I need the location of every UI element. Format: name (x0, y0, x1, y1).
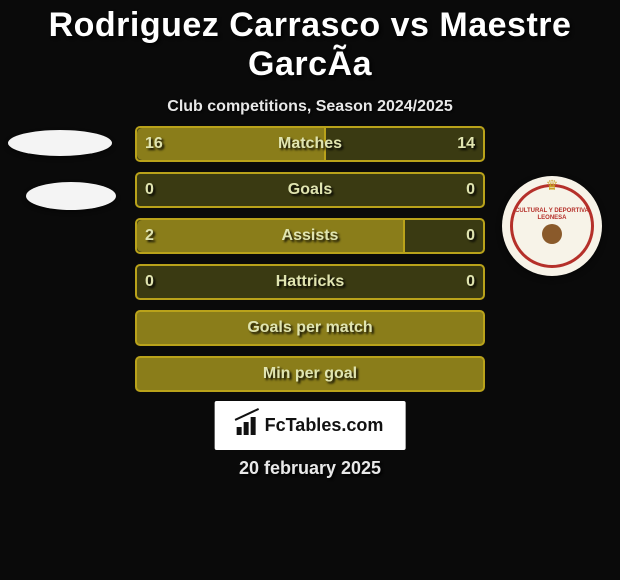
fctables-label: FcTables.com (265, 415, 384, 436)
stat-row: Goals00 (0, 172, 620, 208)
stat-bar-track: Matches1614 (135, 126, 485, 162)
date-label: 20 february 2025 (0, 458, 620, 479)
page-subtitle: Club competitions, Season 2024/2025 (0, 98, 620, 116)
stat-row: Min per goal (0, 356, 620, 392)
fctables-badge: FcTables.com (215, 401, 406, 450)
stat-bar-track: Min per goal (135, 356, 485, 392)
page-title: Rodriguez Carrasco vs Maestre GarcÃ­a (0, 6, 620, 84)
stat-bar-track: Assists20 (135, 218, 485, 254)
stat-row: Hattricks00 (0, 264, 620, 300)
stat-row: Assists20 (0, 218, 620, 254)
stat-row: Goals per match (0, 310, 620, 346)
stat-bar-track: Hattricks00 (135, 264, 485, 300)
stats-bars: Matches1614 Goals00 Assists20 Hattricks00 Go… (0, 126, 620, 402)
bar-chart-icon (237, 417, 259, 435)
page-root: Rodriguez Carrasco vs Maestre GarcÃ­a Cl… (0, 6, 620, 580)
stat-bar-track: Goals00 (135, 172, 485, 208)
stat-row: Matches1614 (0, 126, 620, 162)
stat-bar-track: Goals per match (135, 310, 485, 346)
